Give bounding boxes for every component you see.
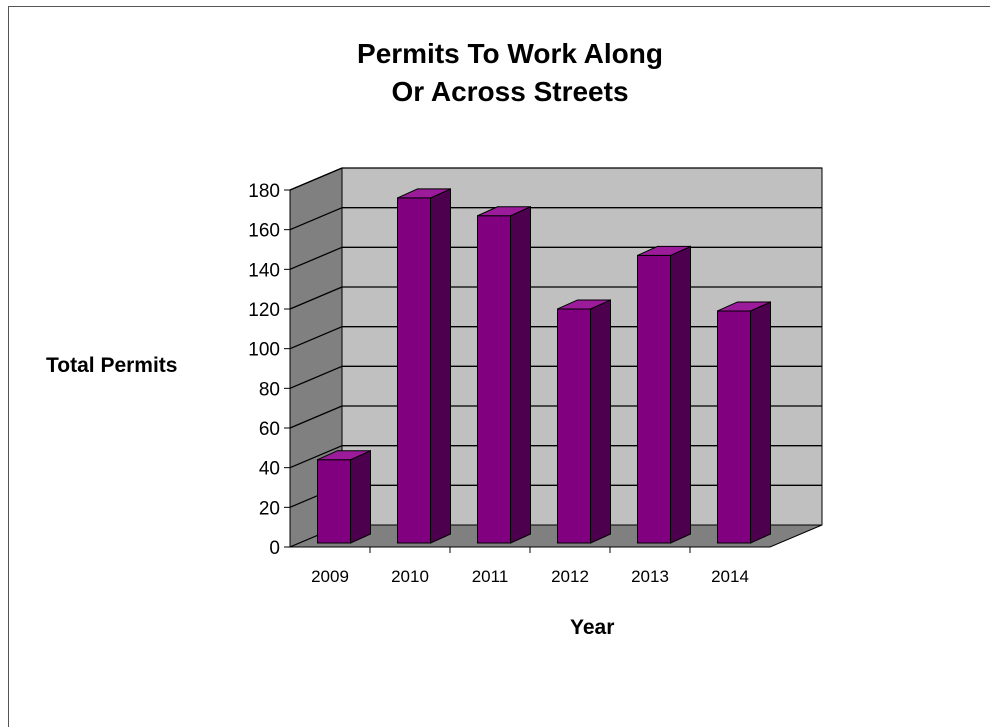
gridline-side	[289, 246, 343, 270]
bar-front-2013	[637, 254, 671, 544]
gridline-side	[289, 365, 343, 389]
gridline-side	[289, 405, 343, 429]
y-tick-label: 20	[259, 498, 280, 519]
bar-front-2014	[717, 310, 751, 544]
gridline-side	[289, 286, 343, 310]
chart-frame	[8, 6, 990, 727]
bar-top-2009	[317, 450, 371, 461]
y-tick-label: 40	[259, 459, 280, 480]
y-tick-label: 160	[248, 221, 280, 242]
y-tick-label: 80	[259, 379, 280, 400]
gridline-side	[289, 326, 343, 350]
bar-top-2012	[557, 299, 611, 310]
bar-front-2012	[557, 308, 591, 544]
bar-front-2010	[397, 197, 431, 544]
x-tick-label: 2012	[551, 567, 589, 586]
bar-side-2014	[750, 301, 771, 544]
gridline-side	[289, 445, 343, 469]
y-tick-label: 120	[248, 300, 280, 321]
y-axis-label: Total Permits	[46, 354, 178, 377]
bar-front-2011	[477, 215, 511, 544]
bar-top-2011	[477, 206, 531, 217]
x-tick-label: 2009	[311, 567, 349, 586]
x-tick-label: 2014	[711, 567, 749, 586]
bar-top-2014	[717, 301, 771, 312]
bar-side-2011	[510, 205, 531, 544]
bar-side-2010	[430, 188, 451, 544]
chart-title-line-2: Or Across Streets	[391, 76, 629, 107]
x-axis-label: Year	[570, 616, 615, 639]
y-tick-label: 140	[248, 260, 280, 281]
chart-title-line-1: Permits To Work Along	[357, 38, 663, 69]
gridline-side	[289, 207, 343, 231]
y-tick-label: 0	[269, 538, 280, 559]
bar-chart: 0 20 40 60 80 100 120 140 160 180 2009 2010 2011 2012…	[248, 167, 823, 586]
y-tick-label: 60	[259, 419, 280, 440]
y-tick-label: 180	[248, 181, 280, 202]
bar-side-2012	[590, 299, 611, 544]
bar-top-2010	[397, 188, 451, 199]
x-tick-label: 2011	[472, 567, 509, 586]
gridline-side	[289, 167, 343, 191]
x-tick-label: 2013	[631, 567, 669, 586]
bar-front-2009	[317, 459, 351, 544]
x-tick-label: 2010	[391, 567, 429, 586]
bar-top-2013	[637, 245, 691, 256]
y-tick-label: 100	[248, 340, 280, 361]
bar-side-2013	[670, 245, 691, 544]
bar-side-2009	[350, 449, 371, 544]
